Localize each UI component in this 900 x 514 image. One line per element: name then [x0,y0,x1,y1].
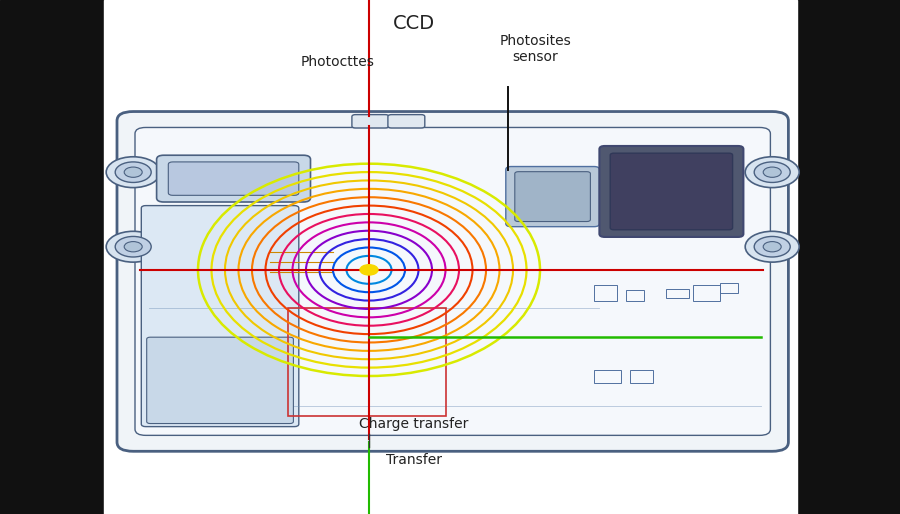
Text: Transfer: Transfer [386,453,442,467]
Bar [630,370,652,383]
Bar [666,289,688,298]
Bar [594,370,621,383]
Bar [626,290,644,301]
FancyBboxPatch shape [506,167,599,227]
FancyBboxPatch shape [515,172,590,222]
Bar [720,283,738,293]
FancyBboxPatch shape [141,206,299,427]
FancyBboxPatch shape [388,115,425,128]
Circle shape [115,236,151,257]
FancyBboxPatch shape [135,127,770,435]
Circle shape [763,167,781,177]
Circle shape [124,242,142,252]
Bar [288,308,446,416]
Circle shape [745,231,799,262]
Bar [693,285,720,301]
Text: Photosites
sensor: Photosites sensor [500,34,572,64]
FancyBboxPatch shape [117,112,788,451]
Circle shape [106,157,160,188]
Bar [796,0,900,514]
FancyBboxPatch shape [352,115,389,128]
FancyBboxPatch shape [157,155,310,202]
Bar [104,0,796,514]
Circle shape [124,167,142,177]
Text: Photocttes: Photocttes [301,56,374,69]
Text: CCD: CCD [393,14,435,32]
Circle shape [745,157,799,188]
FancyBboxPatch shape [147,337,293,424]
Circle shape [754,162,790,182]
Bar [594,285,616,301]
Circle shape [115,162,151,182]
Circle shape [106,231,160,262]
Circle shape [763,242,781,252]
Text: Charge transfer: Charge transfer [359,417,469,431]
Bar [0,0,104,514]
Circle shape [754,236,790,257]
Circle shape [360,265,378,275]
FancyBboxPatch shape [599,146,743,237]
FancyBboxPatch shape [168,162,299,195]
FancyBboxPatch shape [610,153,733,230]
